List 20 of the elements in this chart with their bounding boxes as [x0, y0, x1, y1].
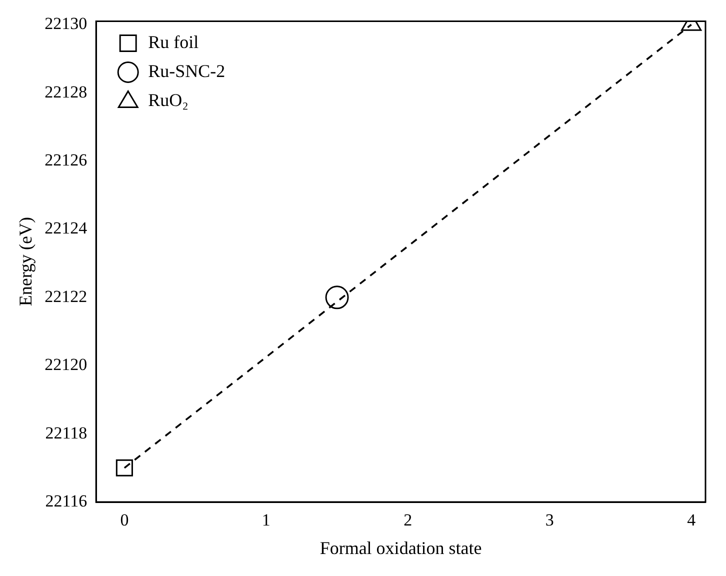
x-tick-label: 4 — [687, 510, 696, 530]
legend-label: RuO₂ — [148, 90, 188, 110]
y-tick-label: 22116 — [45, 491, 88, 510]
y-tick-label: 22126 — [44, 150, 88, 170]
y-tick-label: 22128 — [44, 82, 88, 102]
legend-label: Ru-SNC-2 — [148, 60, 226, 81]
x-tick-label: 3 — [545, 510, 554, 530]
x-axis-title: Formal oxidation state — [320, 538, 482, 558]
x-tick-label: 0 — [120, 510, 129, 530]
y-tick-label: 22118 — [45, 423, 88, 442]
y-tick-label: 22124 — [44, 218, 88, 238]
point — [116, 459, 133, 476]
y-tick-label: 22122 — [44, 286, 88, 306]
x-tick-label: 1 — [262, 510, 270, 530]
y-axis-title: Energy (eV) — [16, 217, 36, 306]
x-tick-label: 2 — [404, 510, 412, 530]
legend-label: Ru foil — [148, 32, 199, 52]
y-tick-label: 22120 — [44, 355, 88, 374]
y-tick-label: 22130 — [44, 14, 88, 34]
point — [325, 286, 349, 310]
